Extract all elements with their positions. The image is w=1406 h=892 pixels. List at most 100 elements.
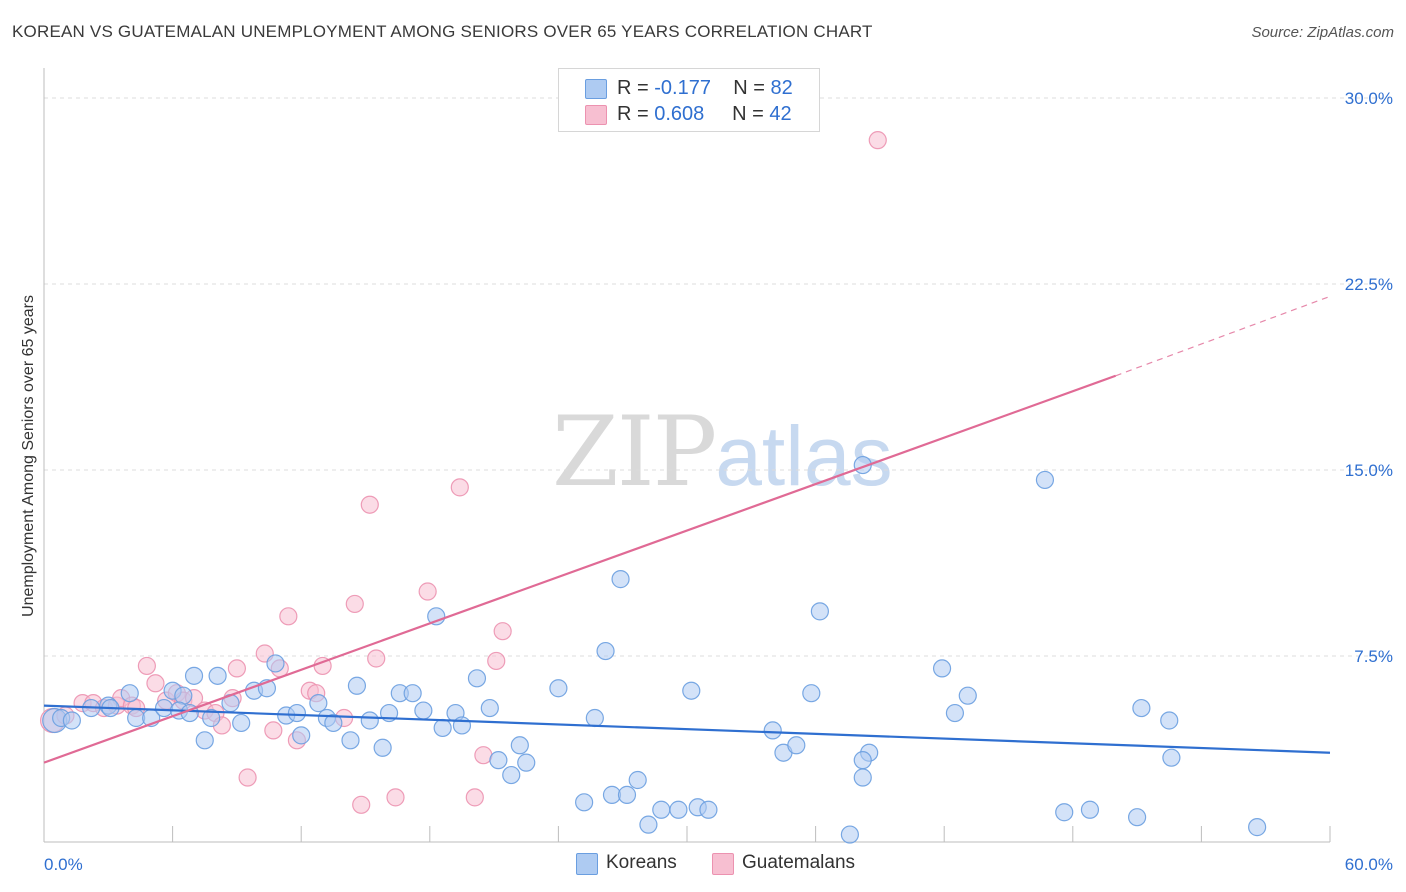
guatemalans-point: [264, 721, 283, 740]
koreans-point: [154, 698, 174, 718]
koreans-point: [1160, 711, 1179, 730]
y-tick-label: 7.5%: [1354, 647, 1393, 666]
koreans-n-value: 82: [770, 77, 793, 99]
koreans-point: [853, 768, 872, 787]
guatemalans-point: [367, 649, 386, 668]
koreans-legend-swatch: [576, 853, 598, 875]
koreans-point: [945, 703, 965, 723]
guatemalans-point: [227, 659, 246, 678]
koreans-point: [932, 659, 952, 678]
koreans-legend-label: Koreans: [606, 852, 677, 873]
koreans-point: [414, 701, 433, 720]
guatemalans-point: [868, 131, 887, 150]
guatemalans-point: [279, 607, 298, 626]
guatemalans-point: [345, 594, 364, 614]
koreans-point: [62, 711, 81, 730]
guatemalans-point: [418, 582, 437, 601]
koreans-point: [628, 770, 647, 790]
guatemalans-n-label: N =: [732, 103, 770, 125]
koreans-point: [347, 676, 367, 695]
koreans-point: [549, 679, 568, 698]
guatemalans-legend-swatch: [712, 853, 734, 875]
guatemalans-point: [146, 674, 165, 693]
koreans-point: [699, 800, 718, 819]
koreans-point: [596, 641, 615, 661]
koreans-n-label: N =: [733, 77, 771, 99]
koreans-point: [810, 602, 829, 621]
guatemalans-point: [465, 788, 484, 807]
koreans-point: [208, 666, 227, 685]
koreans-point: [669, 800, 688, 819]
guatemalans-point: [474, 746, 493, 765]
koreans-point: [652, 800, 671, 819]
koreans-point: [1055, 803, 1074, 822]
guatemalans-legend-label: Guatemalans: [742, 852, 856, 873]
koreans-point: [958, 686, 977, 705]
koreans-point: [309, 694, 328, 713]
guatemalans-point: [386, 788, 405, 807]
koreans-r-label: R =: [617, 77, 655, 99]
koreans-point: [403, 684, 422, 703]
koreans-point: [184, 666, 204, 685]
guatemalans-trendline: [43, 374, 1117, 764]
y-tick-label: 22.5%: [1345, 275, 1393, 294]
correlation-legend: R = -0.177 N = 82 R = 0.608 N = 42: [558, 68, 820, 132]
koreans-point: [575, 793, 594, 812]
koreans-point: [292, 726, 311, 745]
y-tick-label: 30.0%: [1345, 89, 1393, 108]
koreans-point: [840, 825, 859, 844]
y-axis-label: Unemployment Among Seniors over 65 years: [20, 295, 37, 617]
guatemalans-trendline-extension: [1115, 295, 1331, 377]
koreans-point: [611, 570, 630, 589]
x-tick-label: 60.0%: [1345, 855, 1393, 874]
koreans-r-value: -0.177: [654, 77, 711, 99]
series-legend: Koreans Guatemalans: [0, 852, 1406, 878]
chart-title: KOREAN VS GUATEMALAN UNEMPLOYMENT AMONG …: [12, 22, 873, 41]
koreans-swatch: [585, 79, 607, 99]
koreans-point: [202, 708, 221, 728]
guatemalans-point: [493, 622, 512, 641]
koreans-point: [324, 713, 343, 733]
koreans-point: [585, 708, 604, 728]
koreans-point: [120, 684, 139, 703]
koreans-point: [763, 721, 782, 740]
koreans-point: [467, 669, 487, 688]
y-tick-label: 15.0%: [1345, 461, 1393, 480]
guatemalans-point: [487, 651, 506, 671]
koreans-point: [682, 681, 701, 700]
koreans-point: [341, 731, 360, 750]
watermark-zip: ZIP: [552, 396, 717, 508]
guatemalans-r-label: R =: [617, 103, 655, 125]
koreans-point: [232, 713, 251, 733]
koreans-point: [1162, 748, 1181, 767]
guatemalans-point: [137, 656, 156, 676]
koreans-point: [287, 703, 307, 723]
koreans-point: [510, 736, 529, 755]
koreans-point: [502, 765, 521, 785]
koreans-point: [452, 716, 472, 735]
koreans-point: [853, 751, 872, 770]
koreans-point: [517, 753, 536, 772]
koreans-trendline: [43, 704, 1331, 754]
koreans-point: [787, 736, 806, 755]
koreans-point: [617, 785, 637, 804]
guatemalans-n-value: 42: [769, 103, 792, 125]
koreans-point: [639, 815, 658, 834]
koreans-point: [1080, 800, 1100, 819]
koreans-point: [266, 654, 285, 673]
guatemalans-point: [238, 768, 257, 787]
koreans-point: [489, 751, 508, 770]
koreans-point: [373, 738, 392, 757]
guatemalans-point: [360, 495, 379, 514]
koreans-point: [433, 718, 452, 738]
koreans-point: [1127, 808, 1147, 827]
koreans-point: [1132, 698, 1151, 718]
guatemalans-point: [450, 478, 469, 497]
koreans-point: [195, 731, 214, 750]
guatemalans-swatch: [585, 105, 607, 125]
koreans-point: [802, 684, 821, 703]
koreans-point: [360, 711, 379, 730]
guatemalans-r-value: 0.608: [654, 103, 705, 125]
source-label: Source: ZipAtlas.com: [1251, 24, 1394, 41]
